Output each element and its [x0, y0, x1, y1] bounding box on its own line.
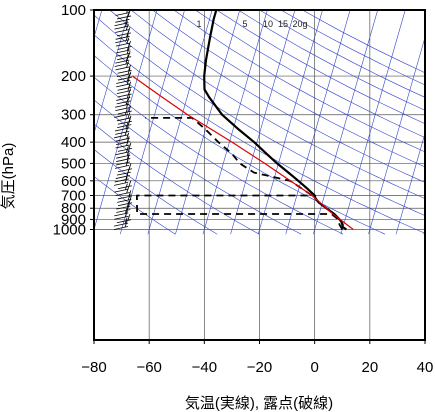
isotherm--30 [230, 10, 296, 235]
dry-adiabat-385 [173, 10, 425, 153]
wind-barb [116, 152, 131, 162]
x-tick-label-20: 20 [361, 359, 378, 376]
wind-barb [117, 115, 132, 125]
dry-adiabat-370 [152, 10, 425, 168]
isotherm-0 [313, 10, 378, 235]
wind-barb [115, 37, 130, 47]
mixing-ratio-label-3: 15 [278, 19, 288, 29]
y-tick-label-700: 700 [61, 187, 86, 204]
wind-barb [113, 220, 129, 230]
isotherm-10 [340, 10, 406, 235]
mixing-ratio-label-4: 20g [292, 19, 307, 29]
series-parcel [132, 75, 354, 230]
y-tick-label-800: 800 [61, 200, 86, 217]
wind-barb [116, 112, 132, 122]
grid-layer [94, 10, 425, 340]
isotherm--90 [94, 10, 130, 135]
y-tick-label-100: 100 [61, 2, 86, 19]
wind-barb [117, 81, 132, 91]
wind-barb [115, 125, 130, 135]
x-tick-label--20: −20 [247, 359, 272, 376]
wind-barb [115, 132, 130, 142]
wind-barb [117, 40, 132, 50]
x-tick-label--80: −80 [81, 359, 106, 376]
y-tick-label-900: 900 [61, 211, 86, 228]
wind-barb [116, 10, 132, 20]
wind-barb [116, 149, 131, 159]
wind-barb [117, 180, 133, 190]
wind-barb [117, 105, 132, 115]
mixing-ratio-label-1: 5 [242, 19, 247, 29]
wind-barb [116, 27, 132, 37]
wind-barb [115, 102, 130, 112]
dry-adiabat-235 [94, 149, 218, 235]
isotherm-30 [395, 132, 425, 235]
wind-barb [114, 20, 129, 30]
x-axis-title: 気温(実線), 露点(破線) [185, 395, 333, 412]
wind-barb [116, 214, 132, 224]
isotherm-20 [368, 36, 425, 235]
mixing-ratio-label-2: 10 [263, 19, 273, 29]
dry-adiabat-325 [94, 14, 425, 216]
wind-barb [116, 78, 131, 88]
y-tick-label-300: 300 [61, 107, 86, 124]
y-tick-label-400: 400 [61, 134, 86, 151]
dry-adiabat-400 [195, 10, 425, 138]
wind-barb [117, 88, 132, 98]
x-tick-label--60: −60 [136, 359, 161, 376]
mixing-ratio-labels: 1 5 10 15 20g [196, 19, 307, 29]
y-axis-title: 気圧(hPa) [0, 143, 17, 210]
x-tick-label-0: 0 [310, 359, 318, 376]
dry-adiabat-340 [109, 10, 425, 199]
wind-barb [116, 135, 131, 145]
wind-barb [117, 64, 132, 74]
wind-barb [115, 61, 130, 71]
y-tick-label-200: 200 [61, 68, 86, 85]
dry-adiabat-280 [94, 76, 344, 235]
y-tick-label-600: 600 [61, 173, 86, 190]
wind-barb [115, 186, 130, 196]
series-dewpoint [136, 117, 344, 230]
y-tick-label-500: 500 [61, 155, 86, 172]
isotherm--20 [257, 10, 323, 235]
wind-barb-layer [113, 10, 133, 230]
dry-adiabat-250 [94, 123, 260, 235]
wind-barb [117, 71, 133, 81]
wind-barb [117, 142, 132, 152]
x-tick-label-40: 40 [417, 359, 434, 376]
isotherm--80 [94, 10, 158, 231]
x-tick-label--40: −40 [192, 359, 217, 376]
isotherm--50 [175, 10, 241, 235]
wind-barb [114, 210, 129, 220]
isotherm--70 [119, 10, 185, 235]
dry-adiabat-310 [94, 34, 425, 234]
y-tick-label-1000: 1000 [53, 222, 86, 239]
dry-adiabat-295 [94, 55, 386, 235]
wind-barb [115, 23, 130, 33]
dry-adiabat-430 [238, 10, 425, 111]
isotherm--10 [285, 10, 351, 235]
wind-barb [117, 190, 132, 200]
dry-adiabat-355 [130, 10, 425, 183]
wind-barb [116, 203, 131, 213]
isotherm--40 [202, 10, 268, 235]
wind-barb [117, 197, 133, 207]
wind-barb [116, 47, 131, 57]
wind-barb [117, 163, 133, 173]
series-layer [132, 10, 354, 231]
dry-adiabat-415 [216, 10, 425, 125]
mixing-ratio-label-0: 1 [196, 19, 201, 29]
wind-barb [117, 51, 132, 61]
wind-barb [116, 95, 131, 105]
